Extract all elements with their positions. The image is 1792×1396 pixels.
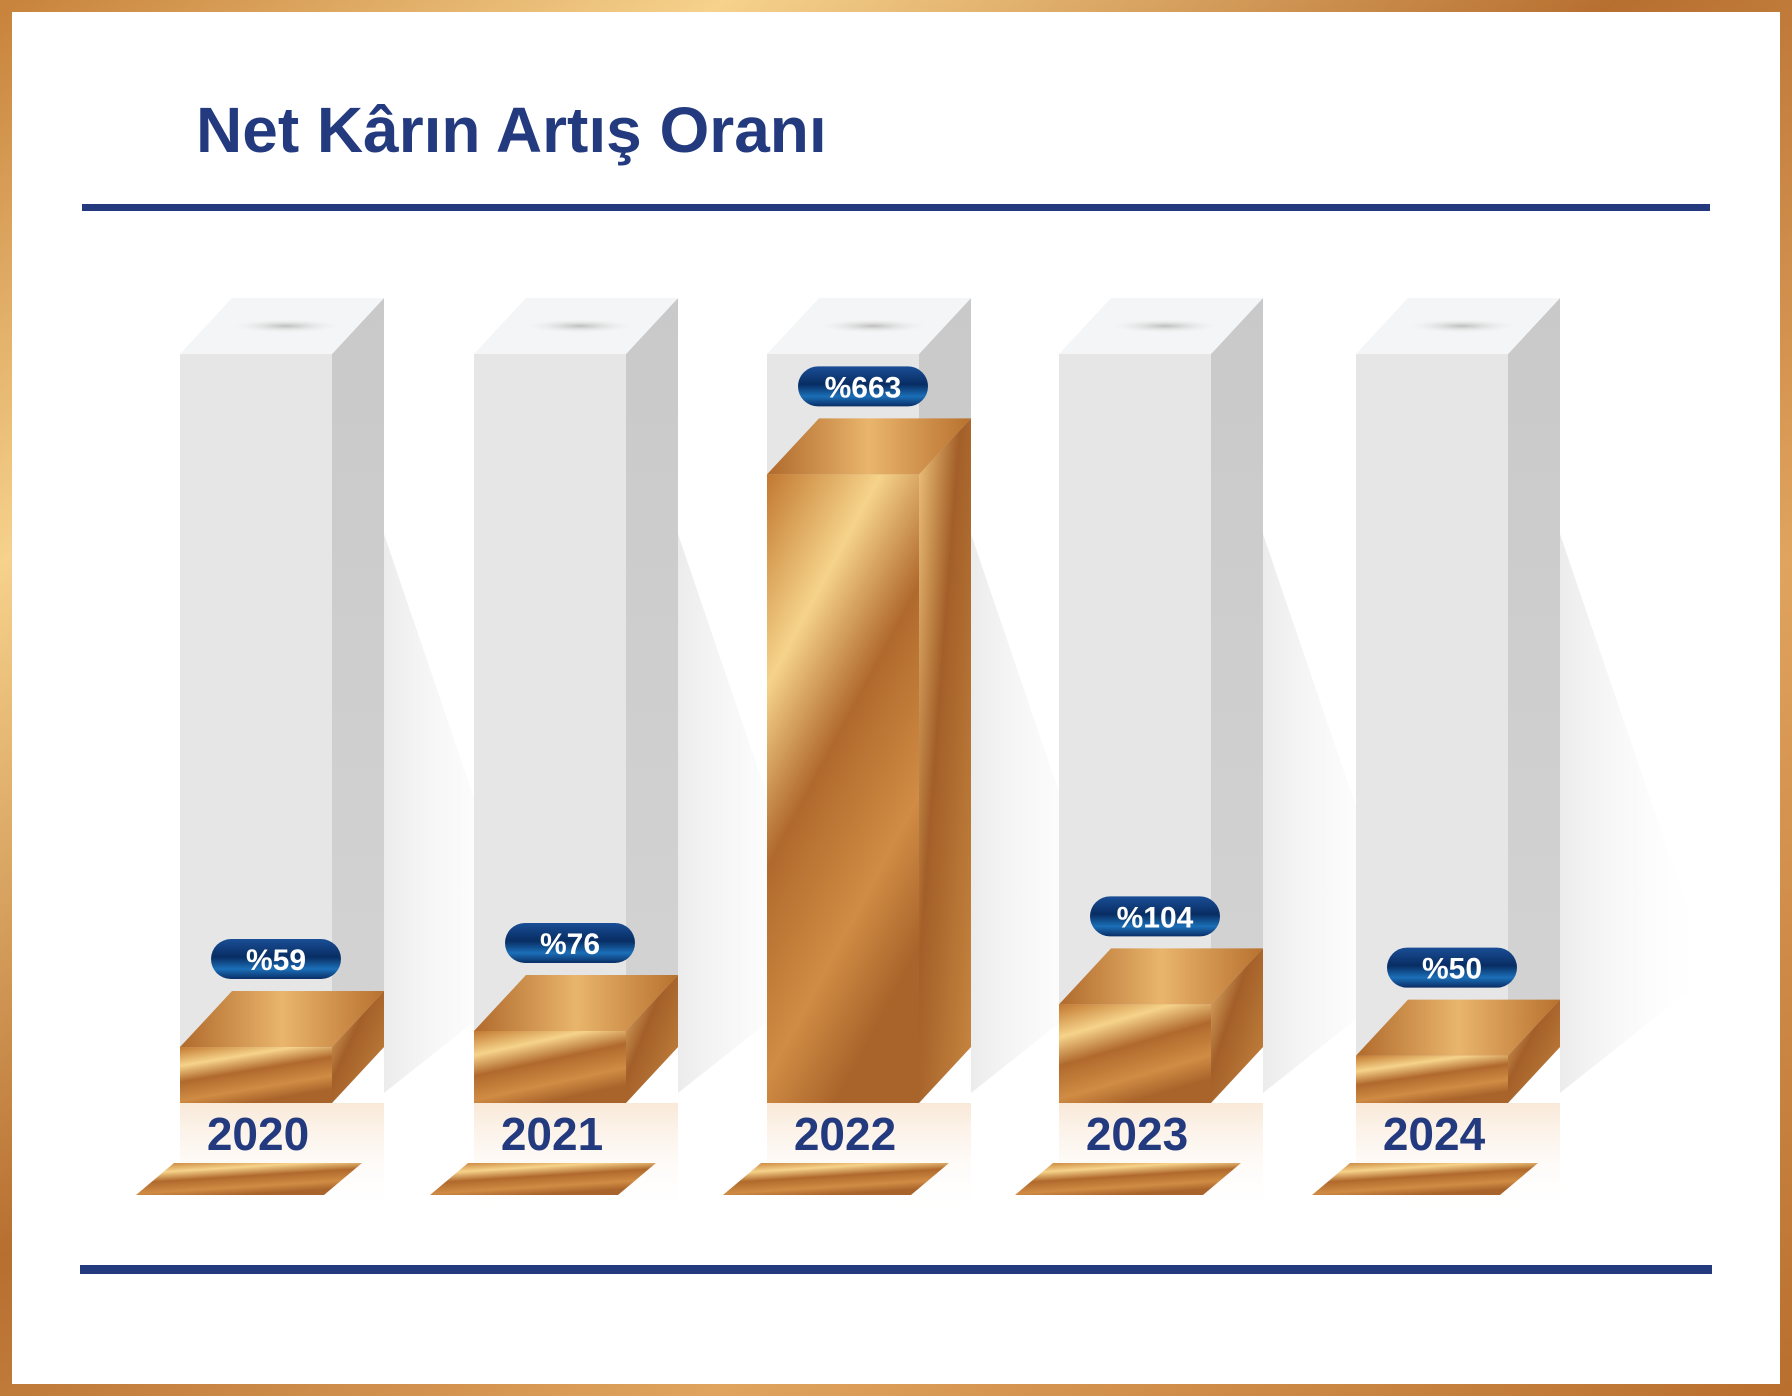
x-tick-label: 2021 [501,1108,603,1160]
bar-top [1059,948,1263,1005]
bar-side [919,418,971,1103]
floor-plate [1312,1163,1538,1195]
bar-side [332,991,384,1103]
floor-plate [1015,1163,1241,1195]
bar-side [1508,999,1560,1103]
bar-front [474,1030,626,1103]
x-tick-label: 2022 [794,1108,896,1160]
x-tick-label: 2020 [207,1108,309,1160]
column-side [626,298,678,1103]
bars-group: 2020 %59 2021 %76 2022 %663 2023 %104 2024 %50 [136,298,1710,1213]
column-side [332,298,384,1103]
column-top-hole [232,319,340,333]
x-tick-label: 2023 [1086,1108,1188,1160]
value-pill [505,922,635,963]
floor-plate [136,1163,362,1195]
bar-side [626,974,678,1103]
bar-front [180,1047,332,1103]
floor-plate [430,1163,656,1195]
data-label: %104 [1117,901,1194,934]
column-top-hole [819,319,927,333]
bar-shadow [1560,534,1710,1093]
floor-plate [723,1163,949,1195]
bar-top [1356,999,1560,1056]
bar-top [767,418,971,475]
value-pill [798,366,928,407]
data-label: %663 [825,371,902,404]
value-pill [211,939,341,980]
column-side [1211,298,1263,1103]
data-label: %50 [1422,953,1482,986]
bar-front [767,474,919,1103]
bar-top [474,974,678,1031]
bottom-divider [80,1265,1712,1274]
column-top-hole [1408,319,1516,333]
bar-front [1059,1004,1211,1103]
data-label: %76 [540,928,600,961]
column-side [1508,298,1560,1103]
bar-side [1211,948,1263,1103]
top-divider [82,204,1710,211]
bar-front [1356,1055,1508,1103]
bar-top [180,991,384,1048]
chart-title: Net Kârın Artış Oranı [196,94,827,166]
data-label: %59 [246,944,306,977]
value-pill [1387,947,1517,988]
column-top-hole [1111,319,1219,333]
value-pill [1090,896,1220,937]
column-top-hole [526,319,634,333]
column-front [1356,354,1508,1103]
column-front [180,354,332,1103]
x-tick-label: 2024 [1383,1108,1486,1160]
